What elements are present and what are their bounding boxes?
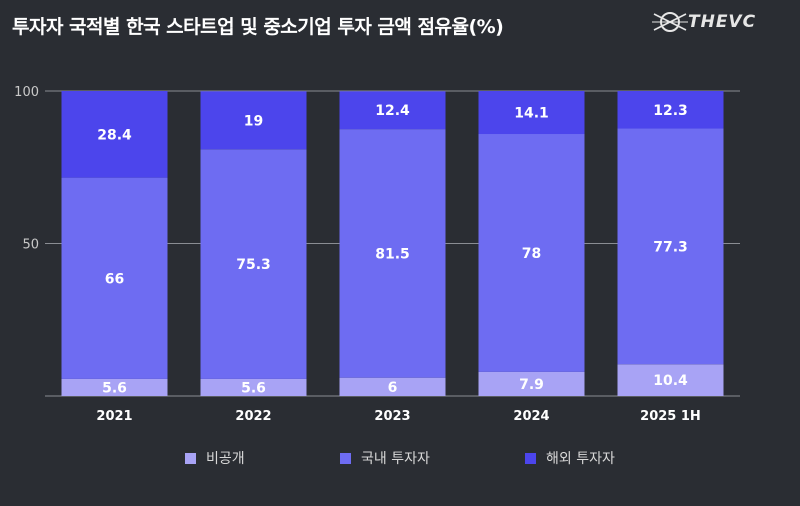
thevc-logo-icon [652, 12, 688, 32]
data-label: 14.1 [514, 106, 549, 122]
bar-segment [61, 378, 168, 396]
data-label: 7.9 [519, 377, 544, 393]
data-label: 66 [105, 271, 124, 287]
legend-swatch [525, 452, 536, 464]
bar-segment [200, 149, 307, 379]
x-tick-label: 2025 1H [640, 409, 701, 424]
legend-item: 비공개 [185, 448, 245, 468]
data-label: 10.4 [653, 373, 688, 389]
bar-segment [339, 91, 446, 130]
legend-item: 해외 투자자 [525, 448, 615, 468]
chart-title: 투자자 국적별 한국 스타트업 및 중소기업 투자 금액 점유율(%) [12, 16, 504, 38]
labels-layer: 5.6 66 28.4 5.6 75.3 19 6 81.5 12.4 7.9 78 14.1 10.4… [97, 103, 688, 397]
x-tick-label: 2022 [235, 409, 271, 424]
legend-swatch [185, 452, 196, 464]
bar-segment [617, 128, 724, 365]
bar-segment [339, 377, 446, 396]
logo-text: THEVC [688, 12, 757, 32]
data-label: 6 [388, 380, 398, 396]
x-tick-label: 2024 [513, 409, 549, 424]
bar-segment [478, 91, 585, 135]
axis-layer: 50 100 2021 2022 2023 2024 2025 1H [14, 85, 701, 424]
data-label: 78 [522, 246, 541, 262]
stacked-bar-chart: 5.6 66 28.4 5.6 75.3 19 6 81.5 12.4 7.9 78 14.1 10.4… [14, 85, 740, 424]
legend-label: 국내 투자자 [361, 451, 430, 467]
data-label: 19 [244, 113, 263, 129]
bar-segment [61, 177, 168, 379]
data-label: 12.4 [375, 103, 410, 119]
data-label: 28.4 [97, 127, 132, 143]
y-tick-label: 50 [22, 238, 39, 253]
bar-segment [200, 91, 307, 150]
legend: 비공개 국내 투자자 해외 투자자 [0, 448, 800, 472]
bar-segment [200, 378, 307, 396]
legend-label: 비공개 [206, 451, 245, 467]
x-tick-label: 2023 [374, 409, 410, 424]
bar-segment [339, 129, 446, 378]
legend-label: 해외 투자자 [546, 451, 615, 467]
bars-layer [61, 91, 724, 396]
bar-segment [478, 371, 585, 396]
data-label: 81.5 [375, 246, 410, 262]
data-label: 75.3 [236, 257, 271, 273]
data-label: 12.3 [653, 103, 688, 119]
x-tick-label: 2021 [96, 409, 132, 424]
legend-swatch [340, 452, 351, 464]
thevc-logo: THEVC [650, 8, 770, 36]
data-label: 5.6 [102, 380, 127, 396]
bar-segment [61, 91, 168, 178]
data-label: 77.3 [653, 239, 688, 255]
bar-segment [617, 91, 724, 129]
data-label: 5.6 [241, 380, 266, 396]
y-tick-label: 100 [14, 85, 39, 100]
legend-item: 국내 투자자 [340, 448, 430, 468]
bar-segment [478, 134, 585, 372]
bar-segment [617, 364, 724, 396]
